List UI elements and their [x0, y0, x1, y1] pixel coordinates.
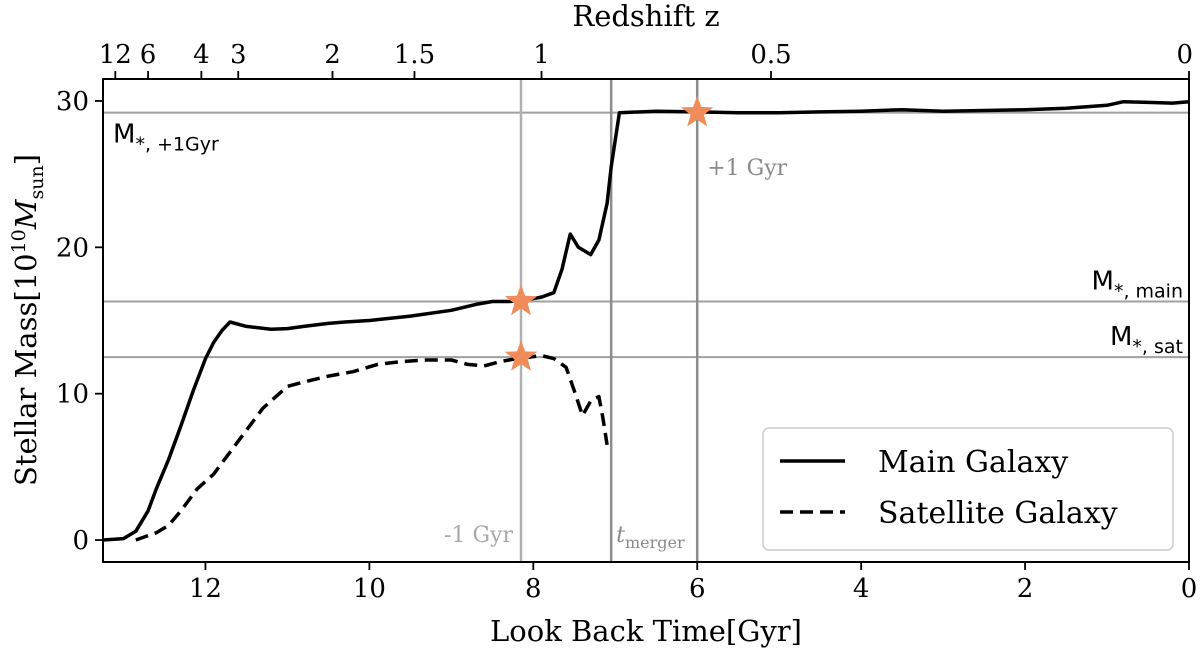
bottom-axis-ticks: 12 10 8 6 4 2 0	[189, 562, 1197, 604]
top-axis-label: Redshift z	[572, 0, 719, 33]
top-tick-label-0: 12	[99, 40, 132, 70]
top-tick-label-2: 4	[193, 40, 210, 70]
legend-main-galaxy: Main Galaxy	[878, 445, 1068, 480]
plot-frame	[102, 78, 1190, 563]
star-markers	[504, 95, 714, 371]
legend: Main Galaxy Satellite Galaxy	[762, 427, 1174, 551]
x-tick-label-6: 0	[1181, 574, 1198, 604]
top-tick-label-7: 0.5	[750, 40, 791, 70]
x-tick-label-5: 2	[1017, 574, 1034, 604]
x-tick-label-0: 12	[189, 574, 222, 604]
vline-label-1: tmerger	[616, 523, 685, 552]
x-axis-label: Look Back Time[Gyr]	[490, 614, 802, 648]
x-tick-label-2: 8	[525, 574, 542, 604]
annotations: M*, +1Gyr M*, main M*, sat -1 Gyr tmerger +1 …	[113, 120, 1183, 552]
top-tick-label-1: 6	[140, 40, 157, 70]
top-tick-label-8: 0	[1176, 40, 1193, 70]
top-tick-label-5: 1.5	[394, 40, 435, 70]
data-series	[102, 99, 1190, 542]
star-marker-1	[504, 284, 538, 316]
vline-label-2: +1 Gyr	[707, 156, 787, 181]
series-line-0	[102, 99, 1190, 542]
y-tick-label-2: 20	[56, 233, 89, 263]
top-tick-label-6: 1	[533, 40, 550, 70]
top-axis-ticks: 12 6 4 3 2 1.5 1 0.5 0	[99, 40, 1193, 79]
hline-label-2: M*, sat	[1110, 322, 1183, 358]
left-axis-ticks: 0 10 20 30	[56, 87, 103, 556]
vline-label-0: -1 Gyr	[444, 523, 513, 548]
x-tick-label-1: 10	[353, 574, 386, 604]
x-tick-label-4: 4	[853, 574, 870, 604]
hline-label-0: M*, +1Gyr	[113, 120, 219, 156]
legend-satellite-galaxy: Satellite Galaxy	[878, 496, 1118, 531]
top-tick-label-4: 2	[324, 40, 341, 70]
hline-label-1: M*, main	[1092, 266, 1184, 302]
star-marker-2	[504, 340, 538, 371]
y-tick-label-0: 0	[72, 526, 89, 556]
y-tick-label-1: 10	[56, 380, 89, 410]
x-tick-label-3: 6	[689, 574, 706, 604]
series-line-1	[135, 353, 609, 542]
star-marker-0	[681, 95, 714, 127]
legend-box	[762, 427, 1174, 551]
y-axis-label: Stellar Mass[1010Msun]	[8, 154, 48, 486]
top-tick-label-3: 3	[230, 40, 247, 70]
y-tick-label-3: 30	[56, 87, 89, 117]
